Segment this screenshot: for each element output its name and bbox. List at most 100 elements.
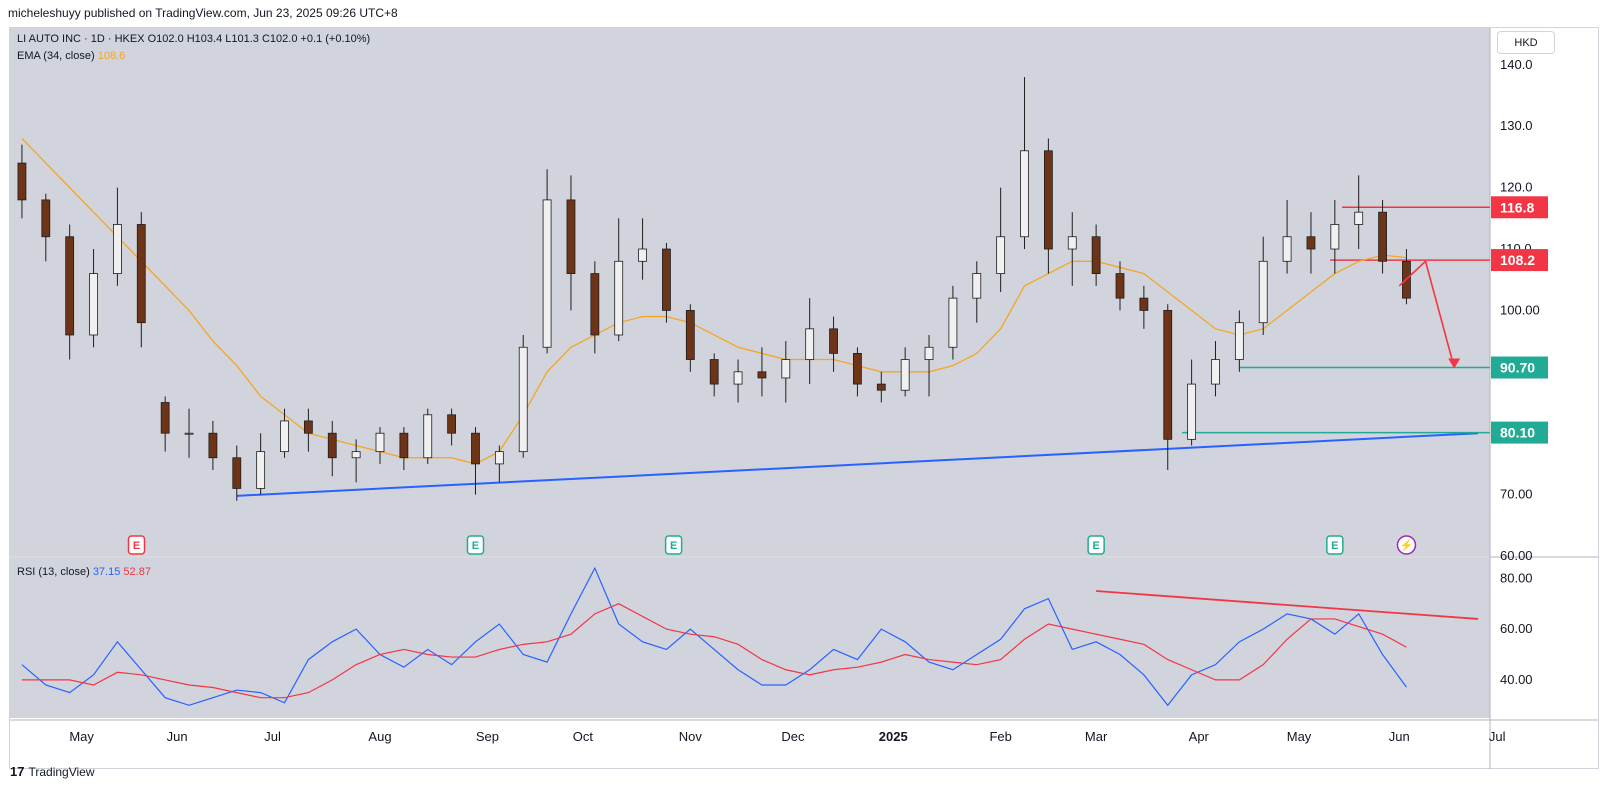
candle-body	[423, 414, 433, 459]
time-tick: Jul	[1489, 729, 1506, 744]
candle-body	[829, 328, 838, 354]
candle-body	[1378, 211, 1387, 262]
level-label: 80.10	[1500, 425, 1535, 441]
candle-body	[805, 328, 815, 360]
projection-arrow	[1398, 259, 1455, 368]
earnings-marker	[466, 535, 485, 555]
candle-body	[972, 273, 982, 299]
ema-label: EMA (34, close)	[17, 50, 95, 62]
earnings-marker-label: E	[472, 540, 479, 552]
level-badge	[1491, 356, 1548, 379]
candle-body	[494, 451, 504, 465]
publish-header: micheleshuyy published on TradingView.co…	[8, 6, 398, 20]
rsi-ma-value: 52.87	[123, 566, 151, 578]
support-trendline	[236, 432, 1479, 497]
earnings-marker-label: E	[1092, 540, 1099, 552]
tradingview-logo-icon: 17	[10, 764, 25, 779]
candle-body	[136, 224, 146, 324]
candle-body	[1211, 359, 1220, 385]
earnings-marker	[664, 535, 683, 555]
candle-body	[1354, 211, 1364, 225]
price-tick: 140.0	[1500, 57, 1533, 72]
time-tick: May	[1287, 729, 1312, 744]
price-pane	[10, 28, 1490, 556]
time-tick: Mar	[1085, 729, 1108, 744]
ema-legend[interactable]: EMA (34, close) 108.6	[17, 50, 125, 62]
earnings-marker	[127, 535, 146, 555]
time-tick: 2025	[879, 729, 908, 744]
earnings-marker-label: E	[1331, 540, 1338, 552]
candle-body	[1091, 236, 1101, 274]
candle-body	[542, 199, 552, 348]
candle-body	[89, 273, 98, 336]
candle-body	[160, 402, 170, 434]
time-tick: Feb	[989, 729, 1011, 744]
candle-body	[1163, 310, 1173, 440]
time-tick: Jun	[167, 729, 188, 744]
chart-frame	[9, 27, 1599, 769]
level-label: 108.2	[1500, 252, 1535, 268]
candle-body	[781, 359, 791, 379]
candle-body	[17, 162, 27, 201]
rsi-ma-line	[21, 603, 1407, 699]
time-tick: Dec	[781, 729, 805, 744]
candle-body	[1306, 236, 1316, 250]
level-badge	[1491, 196, 1548, 219]
price-tick: 120.0	[1500, 180, 1533, 195]
footer-brand[interactable]: TradingView	[28, 764, 95, 779]
candle-body	[733, 371, 743, 385]
candle-body	[709, 359, 719, 385]
candle-body	[1115, 273, 1125, 299]
rsi-tick: 80.00	[1500, 570, 1533, 585]
candle-body	[518, 346, 528, 453]
earnings-marker-label: E	[133, 540, 140, 552]
candle-body	[208, 432, 218, 459]
level-label: 90.70	[1500, 360, 1535, 376]
symbol-legend[interactable]: LI AUTO INC · 1D · HKEX O102.0 H103.4 L1…	[17, 33, 371, 45]
dividend-marker	[1396, 535, 1417, 555]
ema-value: 108.6	[97, 50, 126, 62]
candle-body	[853, 352, 862, 385]
candle-body	[471, 432, 480, 465]
candle-body	[1067, 236, 1077, 250]
time-tick: Aug	[368, 729, 391, 744]
candle-body	[1330, 224, 1340, 250]
currency-selector[interactable]: HKD	[1497, 31, 1555, 54]
rsi-divergence-line	[1096, 590, 1479, 620]
price-tick: 70.00	[1500, 487, 1533, 502]
time-tick: Nov	[679, 729, 703, 744]
time-tick: May	[69, 729, 94, 744]
time-tick: Sep	[476, 729, 499, 744]
footer: 17 TradingView	[10, 764, 95, 779]
time-tick: Oct	[573, 729, 594, 744]
candle-body	[1234, 322, 1244, 360]
level-badge	[1491, 421, 1548, 444]
level-badge	[1491, 249, 1548, 272]
candle-body	[662, 248, 671, 311]
candle-body	[184, 432, 194, 435]
candle-body	[280, 420, 289, 453]
rsi-legend[interactable]: RSI (13, close) 37.15 52.87	[17, 566, 151, 578]
candle-body	[590, 273, 600, 336]
level-label: 116.8	[1500, 199, 1534, 215]
rsi-label: RSI (13, close)	[17, 566, 90, 578]
candle-body	[399, 432, 409, 459]
candle-body	[948, 297, 958, 348]
time-tick: Apr	[1189, 729, 1210, 744]
price-tick: 100.00	[1500, 302, 1540, 317]
candle-body	[638, 248, 647, 262]
candle-body	[924, 346, 934, 360]
candle-body	[1282, 236, 1292, 262]
candle-body	[876, 383, 886, 391]
candle-body	[566, 199, 576, 274]
price-tick: 130.0	[1500, 118, 1533, 133]
candle-body	[900, 359, 910, 391]
candle-body	[65, 236, 75, 336]
candle-body	[1020, 150, 1029, 238]
time-tick: Jul	[264, 729, 281, 744]
dividend-marker-label: ⚡	[1400, 539, 1414, 552]
candle-body	[996, 236, 1006, 274]
rsi-value: 37.15	[92, 566, 121, 578]
candle-body	[685, 310, 695, 360]
